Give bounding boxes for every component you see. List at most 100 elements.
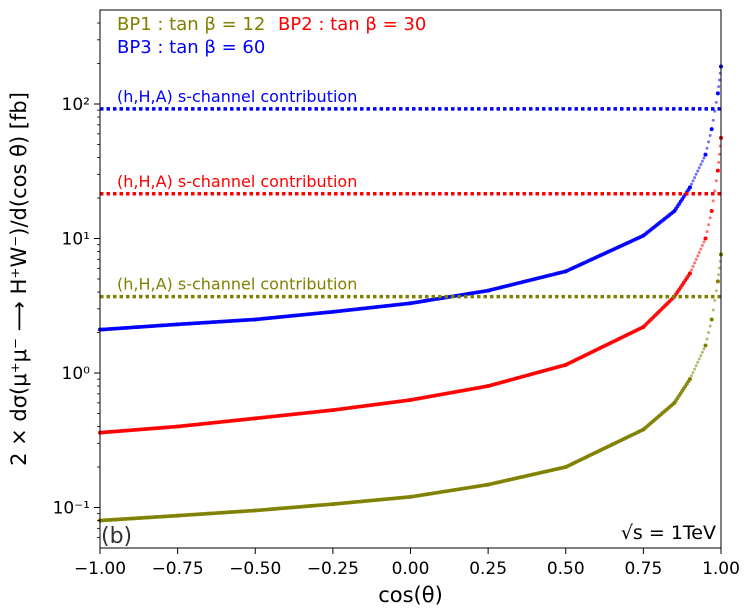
data-marker	[251, 508, 256, 513]
annotation-bp1-s-channel: (h,H,A) s-channel contribution	[117, 275, 357, 294]
y-tick-label: 10²	[62, 95, 90, 115]
x-axis: −1.00 −0.75 −0.50 −0.25 0.00 0.25 0.50 0.75 1.00	[74, 548, 740, 579]
x-tick-label: 0.75	[624, 559, 662, 579]
s-channel-lines	[100, 107, 721, 299]
data-marker	[714, 179, 718, 183]
data-marker	[707, 331, 711, 335]
data-marker	[639, 325, 644, 330]
data-marker	[484, 288, 489, 293]
data-marker	[690, 182, 694, 186]
y-axis: 10⁻¹ 10⁰ 10¹ 10²	[53, 22, 100, 538]
data-marker	[693, 261, 697, 265]
data-marker	[705, 230, 709, 234]
data-marker	[174, 424, 178, 429]
series	[98, 252, 723, 523]
data-marker	[693, 176, 697, 180]
data-marker	[697, 166, 701, 170]
legend-entry-bp3: BP3 : tan β = 60	[117, 37, 265, 58]
data-marker	[711, 308, 715, 312]
data-marker	[690, 268, 694, 272]
data-marker	[717, 78, 721, 82]
data-marker	[702, 347, 706, 351]
data-marker	[700, 243, 704, 247]
data-point	[703, 343, 708, 348]
data-marker	[697, 357, 701, 361]
data-marker	[639, 234, 644, 239]
data-marker	[174, 322, 178, 327]
x-tick-label: 0.50	[547, 559, 585, 579]
data-point	[709, 317, 714, 322]
x-tick-label: 1.00	[702, 559, 740, 579]
data-marker	[696, 254, 700, 258]
data-marker	[407, 495, 411, 499]
data-marker	[562, 269, 567, 274]
data-point	[709, 209, 714, 214]
data-marker	[696, 169, 700, 173]
data-point	[715, 168, 720, 173]
data-marker	[562, 363, 567, 368]
data-marker	[693, 367, 697, 371]
legend: BP1 : tan β = 12 BP2 : tan β = 30 BP3 : …	[117, 14, 426, 58]
x-tick-label: −0.75	[152, 559, 204, 579]
data-marker	[714, 289, 718, 293]
data-marker	[484, 384, 489, 389]
data-marker	[670, 402, 675, 407]
data-marker	[691, 264, 695, 268]
data-marker	[702, 240, 706, 244]
plot-content	[98, 64, 723, 523]
data-marker	[639, 428, 644, 433]
data-marker	[686, 273, 691, 278]
data-marker	[705, 146, 709, 150]
data-marker	[407, 398, 411, 403]
data-marker	[717, 152, 721, 156]
data-point	[703, 152, 708, 157]
y-axis-label: 2 × dσ(μ⁺μ⁻ ⟶ H⁺W⁻)/d(cos θ) [fb]	[7, 92, 31, 466]
data-marker	[699, 354, 703, 358]
series	[98, 135, 723, 435]
data-marker	[717, 85, 721, 89]
data-marker	[705, 337, 709, 341]
annotation-bp3-s-channel: (h,H,A) s-channel contribution	[117, 87, 357, 106]
data-marker	[691, 370, 695, 374]
data-marker	[697, 250, 701, 254]
data-marker	[694, 257, 698, 261]
data-marker	[713, 298, 717, 302]
data-point	[715, 91, 720, 96]
data-marker	[699, 247, 703, 251]
data-marker	[694, 364, 698, 368]
legend-entry-bp2: BP2 : tan β = 30	[278, 14, 426, 35]
x-tick-label: 0.00	[392, 559, 430, 579]
x-tick-label: −0.50	[229, 559, 281, 579]
data-marker	[707, 140, 711, 144]
data-marker	[711, 199, 715, 203]
y-tick-label: 10¹	[62, 230, 90, 250]
series	[98, 64, 723, 332]
data-marker	[484, 482, 489, 487]
data-point	[709, 127, 714, 132]
y-tick-label: 10⁻¹	[53, 499, 90, 519]
data-marker	[407, 301, 411, 306]
data-marker	[670, 210, 675, 215]
x-tick-label: −0.25	[307, 559, 359, 579]
data-marker	[686, 187, 691, 192]
data-marker	[562, 465, 567, 470]
data-marker	[329, 502, 334, 507]
data-marker	[708, 324, 712, 328]
data-marker	[702, 156, 706, 160]
data-marker	[707, 223, 711, 227]
panel-label: (b)	[101, 524, 132, 549]
data-marker	[717, 273, 721, 277]
data-marker	[717, 266, 721, 270]
energy-label: √s = 1TeV	[621, 522, 716, 544]
data-marker	[708, 216, 712, 220]
data-marker	[251, 416, 256, 421]
x-tick-label: 0.25	[469, 559, 507, 579]
data-marker	[251, 317, 256, 322]
data-marker	[174, 513, 178, 518]
data-marker	[708, 134, 712, 138]
data-marker	[699, 162, 703, 166]
data-marker	[686, 379, 691, 384]
data-marker	[329, 408, 334, 413]
data-marker	[713, 189, 717, 193]
